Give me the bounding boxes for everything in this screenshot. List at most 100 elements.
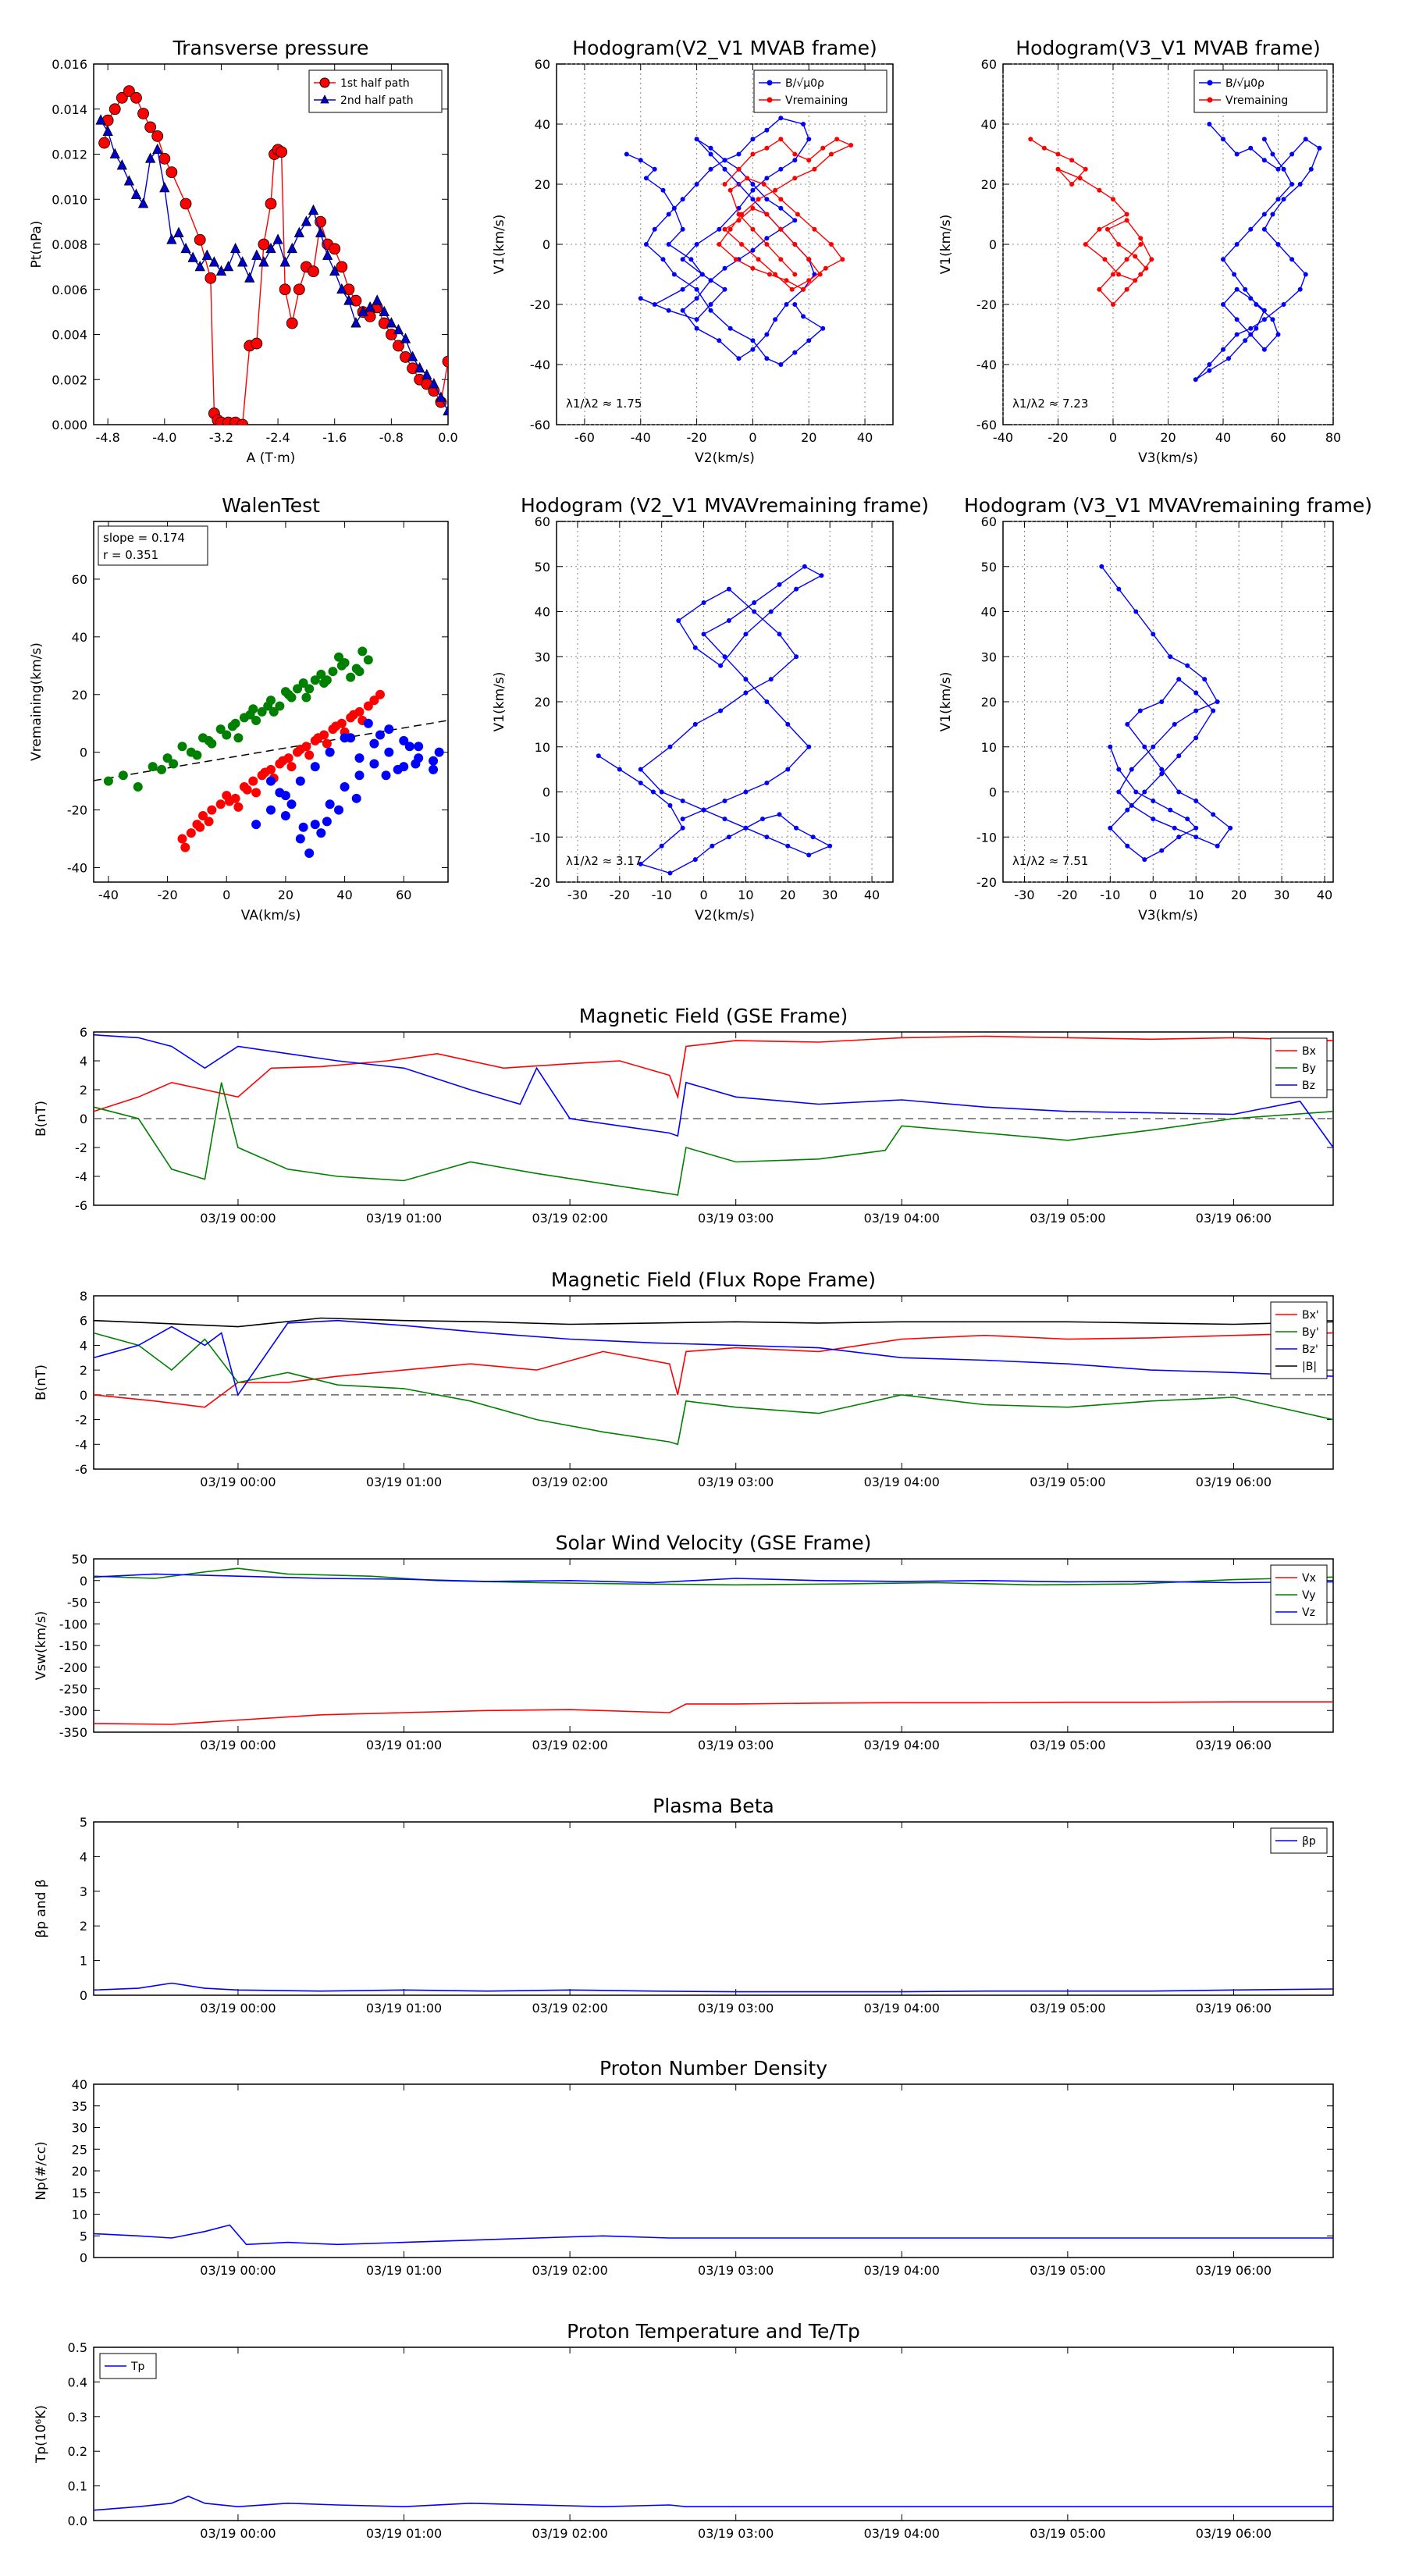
- series-2nd-half-path-point: [109, 148, 120, 158]
- x-tick-label: -40: [631, 430, 651, 445]
- x-tick-label: 60: [1270, 430, 1286, 445]
- stats-box: [98, 525, 208, 566]
- series-vremaining-point: [1144, 265, 1149, 271]
- series-1-point: [667, 870, 673, 876]
- series-1-point: [759, 817, 765, 822]
- plot-series: [1099, 564, 1233, 863]
- series-vremaining-point: [806, 278, 812, 283]
- series-1-point: [810, 834, 816, 840]
- y-tick-label: 0: [80, 1388, 87, 1403]
- series-b-0--point: [717, 226, 722, 232]
- y-tick-label: 0: [542, 785, 550, 800]
- series-vremaining-point: [739, 242, 745, 247]
- y-tick-label: 0.000: [52, 418, 87, 432]
- series-3-point: [266, 805, 276, 815]
- series-2nd-half-path-point: [229, 242, 241, 254]
- y-tick-label: -300: [59, 1703, 87, 1718]
- series-1-point: [286, 692, 297, 703]
- series-3-point: [354, 770, 365, 781]
- x-tick-label: 03/19 03:00: [698, 1738, 774, 1752]
- legend-box: [753, 69, 887, 113]
- x-tick-label: 03/19 00:00: [200, 2526, 276, 2541]
- series-2-point: [233, 802, 244, 812]
- series-2nd-half-path-point: [429, 378, 439, 389]
- x-tick-label: 03/19 05:00: [1030, 1475, 1105, 1489]
- series-b-0--point: [1207, 362, 1212, 367]
- series-b-0--point: [1281, 166, 1286, 172]
- series-vremaining-point: [1077, 176, 1083, 181]
- y-tick-label: 40: [535, 605, 550, 620]
- series-3-point: [298, 822, 308, 832]
- series-1st-half-path-point: [286, 317, 298, 329]
- y-tick-label: 30: [981, 649, 997, 664]
- chart-panel-6: Hodogram (V3_V1 MVAVremaining frame) -30 -…: [938, 494, 1372, 923]
- chart-panel-4: WalenTest -40 -20 0 20 40 60 -40 -20 0 20 40 60 VA(km…: [29, 494, 449, 923]
- series-2nd-half-path-point: [130, 188, 142, 199]
- x-tick-label: 03/19 01:00: [366, 2001, 442, 2016]
- series-2nd-half-path-point: [414, 361, 425, 373]
- series-3-point: [310, 820, 320, 830]
- series-vremaining-point: [1133, 254, 1138, 259]
- series-vremaining-point: [1028, 137, 1033, 142]
- x-tick-label: 40: [857, 430, 873, 445]
- legend-marker: [767, 97, 773, 103]
- series-b-0--point: [1317, 145, 1322, 151]
- stats-text: r = 0.351: [103, 548, 158, 562]
- series-3-point: [295, 834, 305, 844]
- series-2nd-half-path-point: [393, 323, 404, 335]
- series-2nd-half-path-point: [251, 249, 262, 260]
- series-1-point: [710, 843, 715, 849]
- y-tick-label: 20: [535, 695, 550, 710]
- y-tick-label: 30: [535, 649, 550, 664]
- series-1-point: [1193, 708, 1199, 713]
- series-vremaining-point: [773, 272, 778, 277]
- series-1-point: [667, 744, 673, 749]
- series-b-0--point: [1234, 286, 1240, 292]
- y-tick-label: 60: [981, 57, 997, 72]
- series-b-0--point: [643, 176, 649, 181]
- series-3-point: [286, 799, 297, 809]
- x-tick-label: 20: [278, 888, 293, 902]
- legend-label: Vz: [1302, 1606, 1315, 1619]
- series-1-point: [1151, 817, 1156, 822]
- x-tick-label: 40: [336, 888, 352, 902]
- series-1-point: [1108, 744, 1113, 749]
- y-tick-label: 4: [80, 1338, 87, 1353]
- series-b-0--point: [778, 362, 784, 367]
- y-tick-label: -100: [59, 1617, 87, 1631]
- series-1st-half-path-point: [108, 103, 121, 116]
- y-tick-label: 25: [72, 2142, 87, 2157]
- y-tick-label: 0: [542, 237, 550, 252]
- series-1-point: [777, 632, 782, 637]
- series-1-point: [257, 706, 267, 717]
- y-tick-label: 60: [535, 514, 550, 529]
- series-b-0--point: [1303, 272, 1308, 277]
- series-1-point: [357, 646, 368, 656]
- series-1-point: [328, 667, 338, 677]
- legend-marker: [320, 94, 329, 104]
- series-1st-half-path-point: [336, 261, 348, 273]
- series-b-0--point: [1221, 257, 1225, 262]
- y-tick-label: 40: [535, 117, 550, 132]
- series-b-0--point: [1261, 212, 1267, 217]
- series-2-point: [197, 810, 208, 820]
- x-tick-label: -10: [652, 888, 672, 902]
- series-1-point: [638, 767, 643, 772]
- plot-area: [556, 63, 894, 425]
- x-axis-label: A (T·m): [247, 450, 296, 466]
- series-1-point: [1168, 807, 1173, 813]
- series-1-point: [1108, 825, 1113, 831]
- y-axis-label: Vsw(km/s): [34, 1611, 49, 1681]
- y-tick-label: -20: [67, 803, 87, 818]
- series-vremaining-point: [817, 272, 823, 277]
- legend-box: [1193, 69, 1328, 113]
- legend-label: βp: [1302, 1835, 1316, 1848]
- series-vremaining-point: [1055, 151, 1061, 157]
- series-b-0--point: [1221, 302, 1225, 307]
- series-1st-half-path-point: [258, 238, 270, 251]
- x-tick-label: 03/19 03:00: [698, 2526, 774, 2541]
- series-b-0--point: [722, 166, 727, 172]
- y-tick-label: 60: [72, 572, 87, 587]
- series-1-point: [351, 664, 361, 674]
